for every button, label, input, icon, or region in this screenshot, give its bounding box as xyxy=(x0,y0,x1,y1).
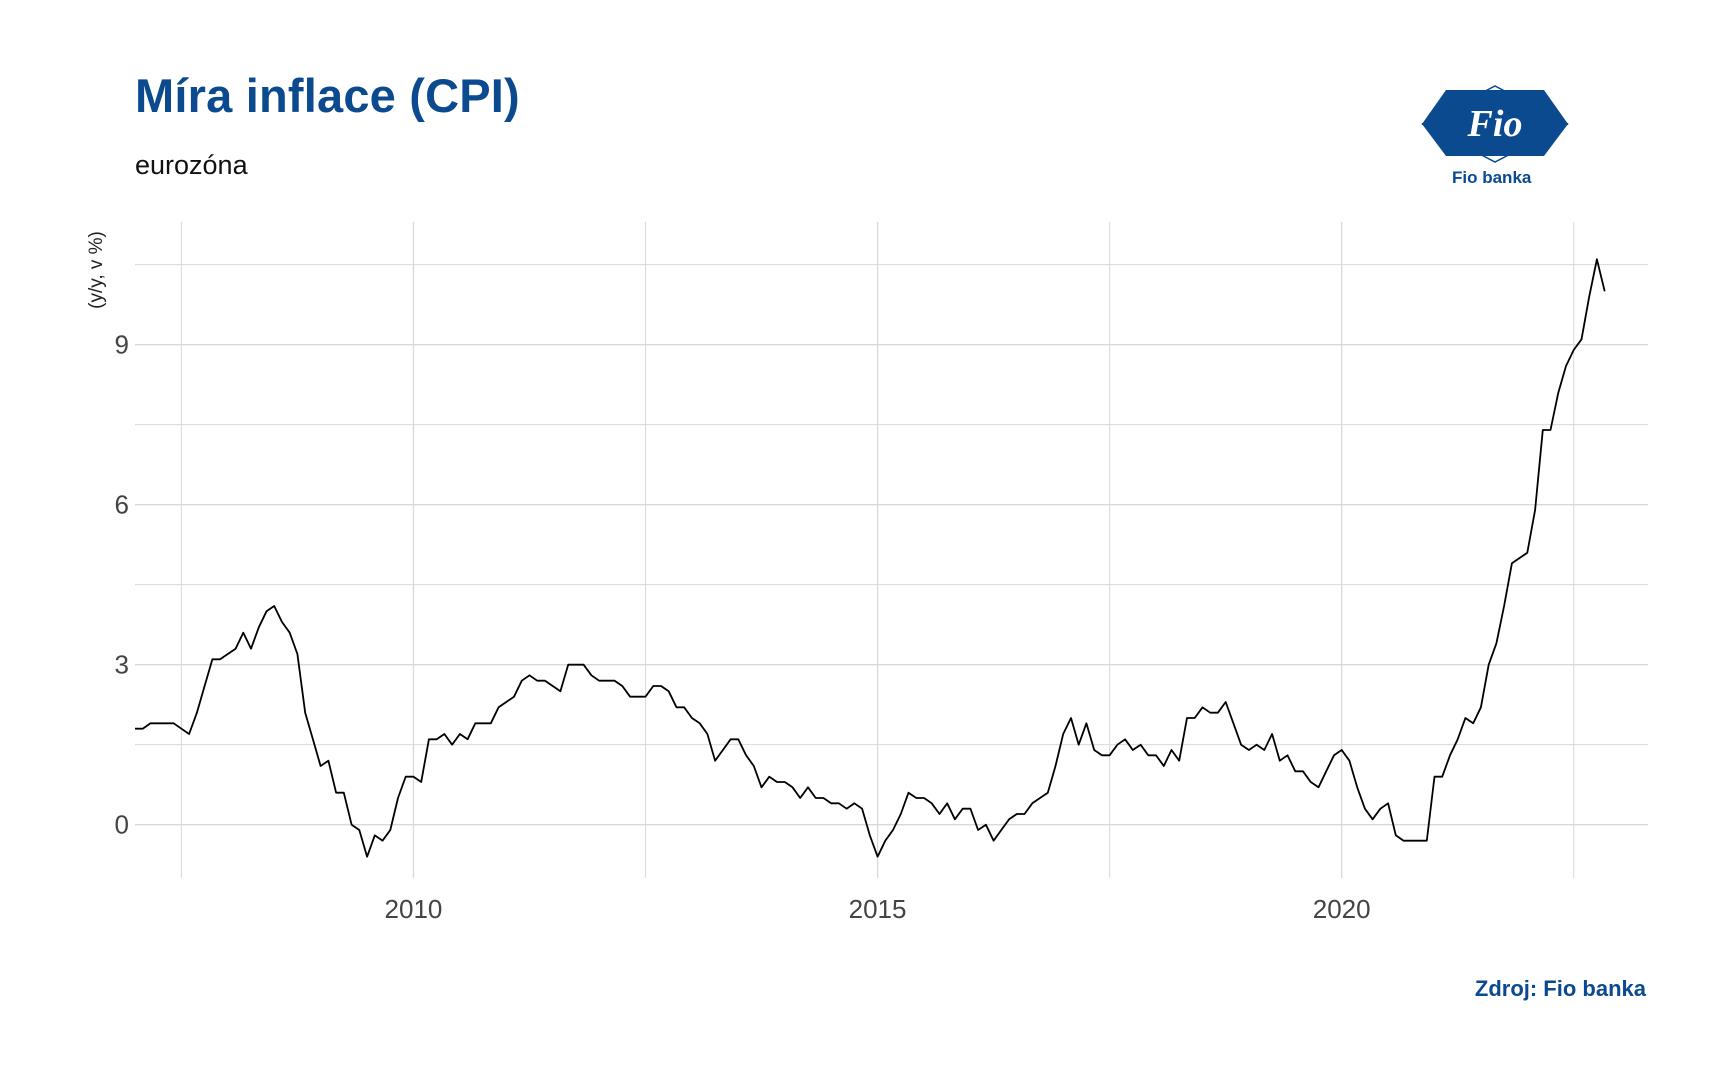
fio-logo-icon: Fio xyxy=(1421,85,1569,163)
y-axis-label: (y/y, v %) xyxy=(86,231,107,309)
y-tick-label: 6 xyxy=(115,490,129,520)
chart-title: Míra inflace (CPI) xyxy=(135,69,520,122)
y-axis-ticks: 0 3 6 9 xyxy=(115,330,129,840)
x-tick-label: 2020 xyxy=(1313,894,1371,924)
inflation-series-line xyxy=(135,258,1606,858)
y-tick-label: 0 xyxy=(115,810,129,840)
source-note: Zdroj: Fio banka xyxy=(1474,976,1646,1001)
logo-text: Fio banka xyxy=(1452,168,1532,187)
x-tick-label: 2015 xyxy=(849,894,907,924)
y-tick-label: 3 xyxy=(115,650,129,680)
chart-subtitle: eurozóna xyxy=(135,150,248,180)
x-axis-ticks: 2010 2015 2020 xyxy=(385,894,1371,924)
y-tick-label: 9 xyxy=(115,330,129,360)
x-tick-label: 2010 xyxy=(385,894,443,924)
logo-mark: Fio xyxy=(1467,103,1523,145)
chart-grid xyxy=(135,222,1648,878)
